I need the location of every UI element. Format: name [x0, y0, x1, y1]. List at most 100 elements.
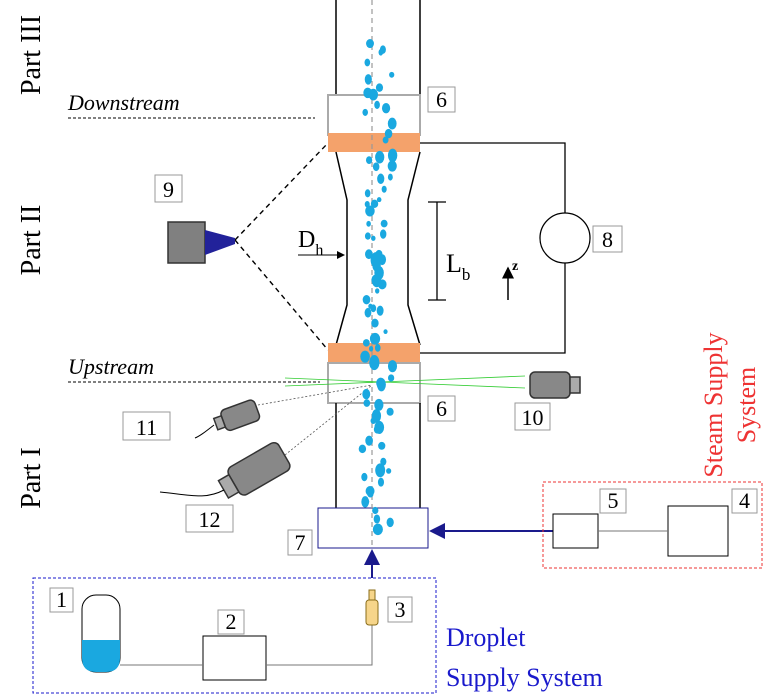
droplet [373, 425, 382, 434]
steam-supply-label: System [732, 367, 761, 444]
droplet [382, 136, 389, 144]
component-label: 7 [295, 530, 306, 555]
droplet [369, 355, 380, 371]
droplet [386, 517, 394, 528]
symbol: D [298, 227, 315, 253]
droplet [369, 332, 381, 345]
droplet [372, 523, 383, 536]
droplet [362, 294, 371, 305]
label-box [514, 402, 551, 431]
station-label: Downstream [67, 90, 180, 115]
droplet [379, 45, 386, 54]
droplet [386, 468, 392, 474]
label-box [592, 225, 623, 253]
droplet [387, 360, 398, 373]
droplet [376, 305, 384, 316]
symbol: L [446, 249, 462, 278]
droplet [372, 162, 380, 172]
droplet-supply-label: Droplet [446, 623, 526, 652]
droplet [362, 108, 368, 116]
steam-supply-label: Steam Supply [699, 332, 728, 477]
droplet [387, 374, 395, 382]
component-label: 1 [56, 587, 67, 612]
label-box [287, 529, 313, 556]
droplet [365, 156, 373, 165]
droplet [386, 407, 394, 416]
droplet [387, 148, 398, 163]
droplet [367, 490, 374, 498]
droplet [377, 279, 387, 290]
droplet [374, 343, 381, 352]
droplet [380, 457, 387, 466]
label-box [185, 504, 234, 533]
droplet [376, 378, 386, 392]
subscript: b [462, 265, 471, 284]
label-box [427, 395, 456, 422]
droplet [365, 205, 375, 217]
droplet [377, 173, 385, 184]
droplet [375, 463, 386, 478]
component-label: 9 [163, 177, 174, 202]
droplet [380, 219, 388, 228]
component-label: 2 [226, 609, 237, 634]
droplet [389, 71, 395, 78]
droplet [363, 399, 371, 407]
droplet [383, 329, 388, 335]
component-label: 5 [608, 488, 619, 513]
component-label: 8 [602, 227, 613, 252]
droplet [362, 388, 371, 400]
droplet [361, 472, 368, 482]
droplet [372, 259, 381, 272]
droplet [364, 498, 370, 505]
droplet [381, 185, 387, 193]
droplet [375, 288, 380, 294]
droplet [372, 506, 379, 515]
droplet [384, 128, 393, 139]
droplet [365, 435, 373, 446]
droplet [370, 417, 377, 424]
component-label: 11 [136, 415, 157, 440]
droplet [375, 150, 385, 164]
dimension-label: Dh [298, 227, 323, 259]
droplet [360, 350, 370, 363]
subscript: h [315, 242, 323, 259]
droplet [375, 83, 384, 92]
droplet [381, 103, 391, 114]
droplet [387, 160, 397, 172]
component-label: 6 [436, 87, 447, 112]
droplet [374, 100, 380, 110]
axis-label: z [512, 259, 518, 274]
droplet [378, 441, 386, 450]
droplet [363, 339, 370, 347]
droplet [371, 235, 376, 241]
label-box [217, 609, 245, 635]
label-box [49, 587, 74, 613]
droplet [364, 307, 372, 318]
droplet [373, 514, 381, 524]
label-box [154, 174, 183, 203]
part-label: Part II [16, 205, 47, 276]
droplet [387, 117, 397, 130]
station-label: Upstream [68, 354, 154, 379]
droplets [358, 39, 398, 536]
droplet [368, 88, 379, 101]
label-box [427, 86, 456, 113]
dimension-label: Lb [446, 249, 470, 284]
droplet [376, 197, 382, 203]
droplet [380, 229, 387, 239]
label-box [599, 488, 627, 514]
droplet [364, 58, 371, 67]
droplet [370, 304, 377, 313]
droplet [358, 444, 367, 454]
part-label: Part I [16, 447, 47, 508]
droplet-supply-label: Supply System [446, 663, 603, 692]
component-label: 3 [395, 597, 406, 622]
droplet [364, 232, 371, 240]
droplet [371, 318, 379, 328]
droplet [370, 199, 379, 209]
component-label: 4 [739, 488, 750, 513]
droplet [366, 220, 371, 227]
droplet [374, 398, 384, 411]
